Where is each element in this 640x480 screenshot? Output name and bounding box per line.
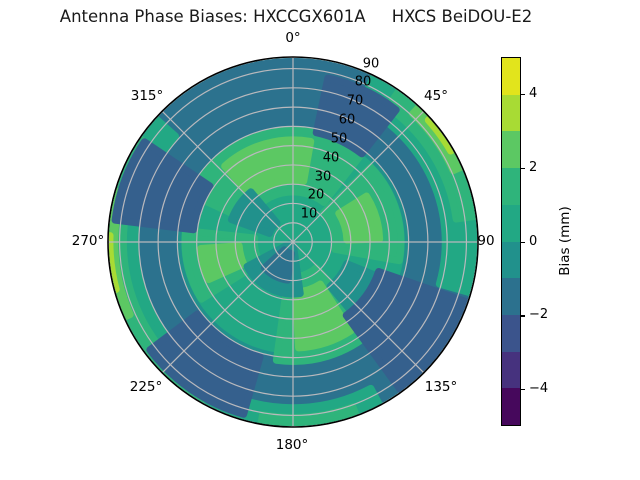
theta-tick-label: 90 xyxy=(477,233,494,249)
colorbar xyxy=(501,57,521,426)
theta-tick-label: 225° xyxy=(130,379,163,395)
colorbar-segment xyxy=(502,58,520,95)
colorbar-tick xyxy=(521,241,525,243)
radial-tick-label: 50 xyxy=(331,132,348,147)
theta-gridline xyxy=(292,110,425,243)
theta-gridline xyxy=(161,110,294,243)
radial-tick-label: 30 xyxy=(315,170,332,185)
contour-region-blob-bottom-left xyxy=(146,310,264,418)
colorbar-segment xyxy=(502,351,520,389)
colorbar-tick-label: −4 xyxy=(529,381,549,397)
colorbar-segment xyxy=(502,94,520,132)
contour-region-core-upper xyxy=(221,136,315,200)
contour-region-core-left xyxy=(197,242,248,284)
theta-tick-label: 135° xyxy=(425,379,458,395)
colorbar-segment xyxy=(502,131,520,169)
colorbar-tick xyxy=(521,389,525,391)
radial-tick-label: 20 xyxy=(308,188,325,203)
contour-region-wedge-nw-inner xyxy=(227,188,281,237)
colorbar-tick-label: 0 xyxy=(529,233,538,249)
radial-tick-label: 90 xyxy=(363,57,380,72)
colorbar-segment xyxy=(502,314,520,352)
radial-tick-label: 40 xyxy=(323,151,340,166)
theta-tick-label: 0° xyxy=(285,30,300,46)
radial-tick-label: 60 xyxy=(339,113,356,128)
contour-region-core-bottom xyxy=(292,280,355,352)
colorbar-segment xyxy=(502,388,520,426)
theta-tick-label: 45° xyxy=(424,88,448,104)
colorbar-tick xyxy=(521,93,525,96)
colorbar-tick-label: −2 xyxy=(529,307,549,323)
colorbar-tick-label: 4 xyxy=(529,86,538,102)
theta-tick-label: 315° xyxy=(131,88,164,104)
colorbar-tick-label: 2 xyxy=(529,159,538,175)
colorbar-segment xyxy=(502,204,520,242)
radial-tick-label: 80 xyxy=(355,75,372,90)
radial-tick-label: 10 xyxy=(301,207,318,222)
theta-tick-label: 180° xyxy=(276,437,309,453)
radial-tick-label: 70 xyxy=(347,94,364,109)
polar-grid xyxy=(108,57,478,427)
theta-gridline xyxy=(292,241,425,374)
colorbar-segment xyxy=(502,168,520,205)
colorbar-tick xyxy=(521,167,525,169)
plot-boundary xyxy=(107,56,479,428)
contour-region-blob-bottom-right xyxy=(342,267,470,394)
colorbar-tick xyxy=(521,315,525,317)
chart-title: Antenna Phase Biases: HXCCGX601A HXCS Be… xyxy=(59,7,533,26)
theta-tick-label: 270° xyxy=(72,233,105,249)
colorbar-segment xyxy=(502,278,520,315)
colorbar-segment xyxy=(502,241,520,279)
colorbar-axis-label: Bias (mm) xyxy=(557,206,573,276)
theta-gridline xyxy=(161,241,294,374)
